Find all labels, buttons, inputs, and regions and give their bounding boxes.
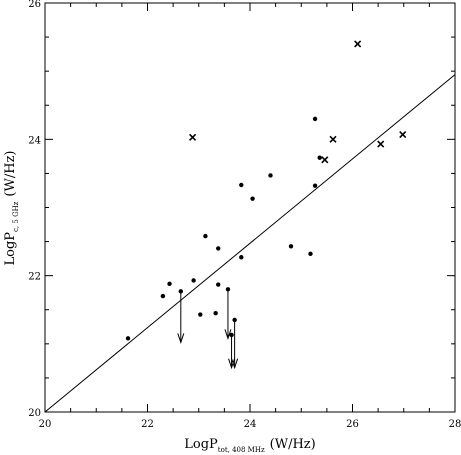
upper-limit-arrowhead [228, 358, 236, 370]
x-axis-subscript: tot, 408 MHz [218, 446, 265, 454]
data-point [268, 173, 273, 178]
y-tick-label: 24 [28, 135, 41, 146]
x-axis-label: LogP [184, 437, 218, 452]
fit-line [44, 74, 456, 413]
y-tick-label: 22 [28, 272, 41, 283]
data-point [312, 116, 318, 122]
data-point [317, 155, 322, 160]
data-point [250, 196, 255, 201]
upper-limit-point [232, 317, 237, 323]
x-tick-label: 28 [449, 419, 461, 430]
data-point [239, 255, 244, 260]
data-point [288, 244, 294, 249]
y-axis-title: LogPc, 5 GHz (W/Hz) [3, 150, 20, 265]
upper-limit-arrowhead [231, 358, 239, 370]
axis-ticks [44, 2, 456, 413]
data-point [198, 312, 203, 317]
plot-frame [44, 2, 456, 413]
y-axis-unit: (W/Hz) [3, 150, 18, 196]
upper-limit-point [178, 289, 184, 294]
data-point [308, 251, 313, 257]
data-point [203, 233, 208, 239]
data-point [216, 282, 221, 287]
cross-point [399, 130, 407, 139]
cross-point [354, 40, 362, 48]
cross-point [189, 133, 197, 141]
x-axis-title: LogPtot, 408 MHz (W/Hz) [184, 437, 315, 454]
tick-labels: 20 22 24 26 28 20 22 24 26 [28, 0, 461, 430]
data-point [216, 246, 221, 251]
data-point [312, 183, 318, 188]
y-tick-label: 20 [28, 408, 41, 419]
y-axis-label: LogP [3, 232, 18, 266]
cross-point [329, 135, 337, 143]
data-point [239, 182, 244, 188]
cross-point [377, 140, 385, 148]
upper-limit-arrowhead [224, 329, 232, 340]
data-point [213, 310, 218, 316]
data-point [160, 293, 166, 299]
x-tick-label: 26 [346, 419, 359, 430]
x-axis-unit: (W/Hz) [270, 437, 316, 452]
upper-limit-arrowhead [177, 333, 185, 345]
x-tick-label: 24 [244, 419, 257, 430]
x-tick-label: 22 [141, 419, 154, 430]
x-tick-label: 20 [39, 419, 52, 430]
data-point [125, 336, 131, 341]
data-markers [125, 40, 407, 370]
y-axis-subscript: c, 5 GHz [12, 201, 20, 232]
data-point [167, 281, 172, 287]
y-tick-label: 26 [28, 0, 41, 10]
fit-line-path [44, 74, 456, 413]
data-point [191, 278, 196, 283]
cross-point [321, 156, 329, 164]
